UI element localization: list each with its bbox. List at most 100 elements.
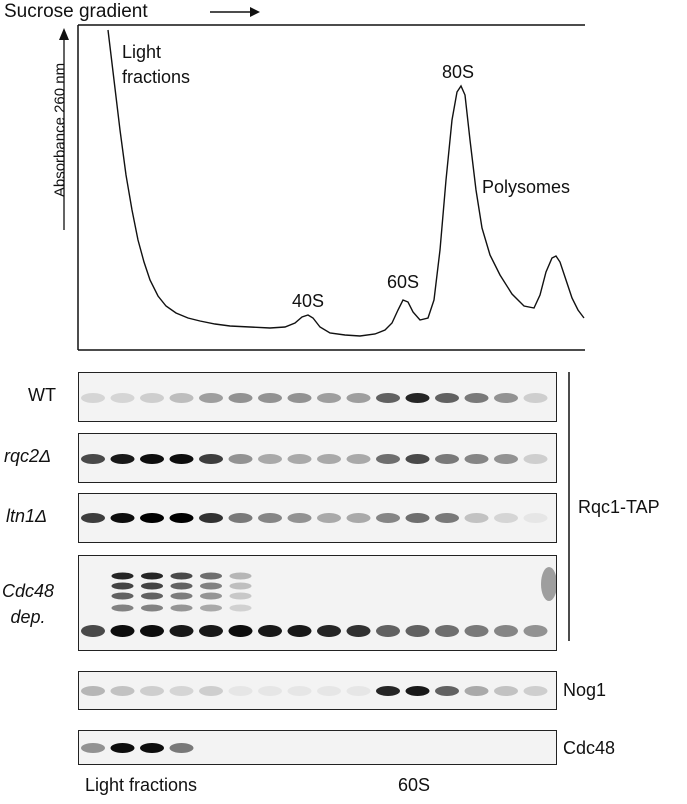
blot-band	[287, 454, 312, 464]
blot-band	[464, 454, 489, 464]
blot-band	[346, 625, 371, 637]
blot-label-nog1: Nog1	[563, 680, 607, 700]
blot-band	[200, 582, 222, 590]
blot-band	[435, 393, 459, 403]
blot-band	[228, 513, 253, 523]
bracket-label: Rqc1-TAP	[578, 497, 660, 517]
blot-band	[523, 454, 548, 464]
blot-band	[317, 625, 341, 637]
peak-label-80s: 80S	[442, 62, 475, 82]
blot-band	[405, 625, 430, 637]
blot-band	[523, 393, 548, 403]
blot-band	[140, 686, 164, 696]
blot-rqc2	[78, 433, 557, 483]
blot-label-rqc2: rqc2Δ	[4, 446, 52, 466]
blot-band	[405, 686, 430, 696]
blot-band	[170, 592, 193, 600]
blot-band	[111, 592, 134, 600]
bottom-light-fractions: Light fractions	[85, 775, 198, 795]
blot-wt	[78, 372, 557, 422]
blot-band	[110, 393, 135, 403]
blot-band	[140, 454, 164, 464]
blot-band	[228, 454, 253, 464]
peak-label-40s: 40S	[292, 291, 325, 311]
blot-band	[435, 686, 459, 696]
blot-band	[229, 592, 252, 600]
blot-band	[81, 513, 105, 523]
blot-band	[258, 625, 282, 637]
blot-band	[170, 604, 193, 612]
blot-band	[287, 393, 312, 403]
bands-cdc48-dep	[81, 567, 556, 637]
blot-band	[110, 454, 135, 464]
blot-band	[523, 625, 548, 637]
blot-cdc48-dep	[78, 555, 557, 651]
blot-band	[346, 513, 371, 523]
blot-band	[376, 513, 400, 523]
blot-band	[199, 454, 223, 464]
peak-label-polysomes: Polysomes	[482, 177, 571, 197]
blot-band	[464, 625, 489, 637]
blot-band	[141, 572, 163, 580]
blot-band	[287, 625, 312, 637]
blot-band	[494, 686, 518, 696]
blot-band	[200, 572, 222, 580]
blot-band	[376, 686, 400, 696]
blot-band	[229, 572, 252, 580]
blot-band	[229, 582, 252, 590]
blot-band	[110, 743, 135, 753]
blot-band	[111, 582, 134, 590]
blot-band	[169, 454, 194, 464]
blot-band	[141, 604, 163, 612]
blot-band	[523, 513, 548, 523]
blot-band	[199, 625, 223, 637]
blot-band	[170, 582, 193, 590]
bands-rqc2	[81, 454, 548, 464]
blot-band	[405, 393, 430, 403]
bottom-60s: 60S	[398, 775, 431, 795]
blot-band	[140, 625, 164, 637]
blot-band	[110, 625, 135, 637]
bands-wt	[81, 393, 548, 403]
blot-band	[494, 513, 518, 523]
blot-band	[435, 513, 459, 523]
bands-cdc48	[81, 743, 194, 753]
blot-band	[435, 625, 459, 637]
blot-band	[81, 454, 105, 464]
blot-band	[141, 592, 163, 600]
blot-band	[81, 625, 105, 637]
blot-band	[541, 567, 556, 601]
blot-band	[199, 513, 223, 523]
blot-band	[317, 454, 341, 464]
blot-band	[200, 604, 222, 612]
blot-band	[317, 393, 341, 403]
blot-band	[464, 393, 489, 403]
blot-band	[258, 454, 282, 464]
blot-band	[229, 604, 252, 612]
peak-label-60s: 60S	[387, 272, 420, 292]
blot-band	[228, 625, 253, 637]
blot-band	[141, 582, 163, 590]
blot-band	[169, 393, 194, 403]
blot-band	[346, 686, 371, 696]
blot-band	[169, 513, 194, 523]
blot-band	[435, 454, 459, 464]
blot-label-ltn1: ltn1Δ	[6, 506, 48, 526]
blot-band	[228, 393, 253, 403]
blot-band	[287, 513, 312, 523]
blot-band	[140, 513, 164, 523]
cdc48-dep-text: Cdc48 dep.	[2, 581, 55, 627]
blot-band	[199, 393, 223, 403]
gradient-label: Sucrose gradient	[4, 1, 148, 22]
blot-band	[376, 625, 400, 637]
blot-nog1	[78, 671, 557, 710]
blot-band	[200, 592, 222, 600]
blot-label-cdc48: Cdc48	[563, 738, 616, 758]
blot-label-cdc48-dep: Cdc48 dep.	[2, 578, 54, 630]
blot-band	[258, 393, 282, 403]
blot-band	[258, 686, 282, 696]
absorbance-trace	[107, 29, 585, 337]
bands-nog1	[81, 686, 548, 696]
blot-band	[287, 686, 312, 696]
blot-band	[111, 572, 134, 580]
